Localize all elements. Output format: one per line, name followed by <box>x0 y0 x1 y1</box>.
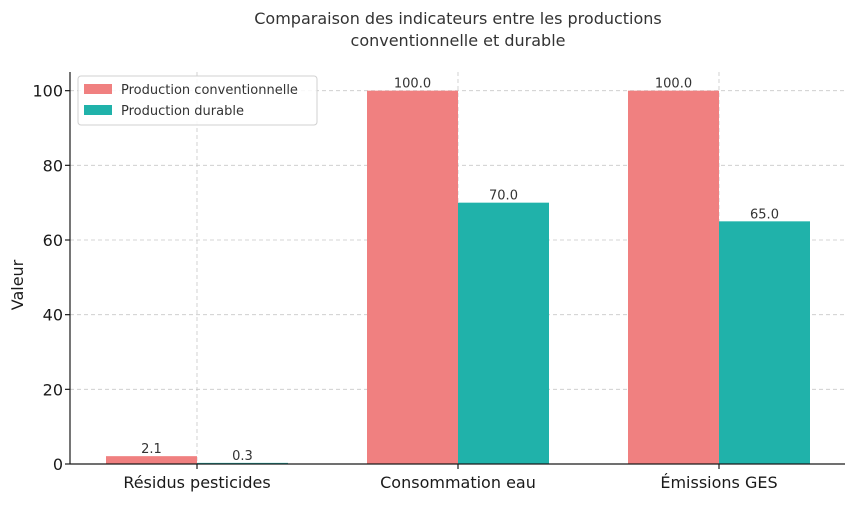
legend[interactable]: Production conventionnelle Production dur… <box>77 75 318 126</box>
y-axis-label: Valeur <box>8 259 27 310</box>
chart-title: Comparaison des indicateurs entre les pr… <box>254 9 662 50</box>
y-tick-label: 40 <box>43 306 63 325</box>
bar-value-label: 100.0 <box>655 77 692 92</box>
bar-conventionnelle <box>628 90 719 465</box>
bar-conventionnelle <box>106 456 197 464</box>
bar-conventionnelle <box>367 90 458 465</box>
legend-item-label: Production conventionnelle <box>121 83 298 98</box>
legend-item-label: Production durable <box>121 104 244 119</box>
legend-swatch <box>84 84 112 94</box>
y-tick-label: 100 <box>32 82 63 101</box>
chart-title-line-1: Comparaison des indicateurs entre les pr… <box>254 9 662 28</box>
bar-durable <box>719 221 810 464</box>
x-tick-label: Consommation eau <box>380 473 536 492</box>
chart-title-line-2: conventionnelle et durable <box>351 31 566 50</box>
axes: 0 20 40 60 80 100 Résidus pesticides Consommati… <box>32 72 845 492</box>
legend-box <box>77 75 318 126</box>
y-tick-label: 80 <box>43 156 63 175</box>
bars <box>106 90 810 465</box>
bar-value-label: 70.0 <box>489 189 518 204</box>
bar-value-label: 65.0 <box>750 207 779 222</box>
y-tick-label: 60 <box>43 231 63 250</box>
bar-value-label: 2.1 <box>141 442 162 457</box>
bar-durable <box>458 202 549 464</box>
bar-value-label: 0.3 <box>232 449 253 464</box>
x-tick-label: Résidus pesticides <box>123 473 270 492</box>
bar-value-label: 100.0 <box>394 77 431 92</box>
x-tick-label: Émissions GES <box>660 473 777 492</box>
y-tick-label: 0 <box>53 455 63 474</box>
legend-swatch <box>84 105 112 115</box>
y-tick-label: 20 <box>43 380 63 399</box>
data-labels: 2.1 100.0 100.0 0.3 70.0 65.0 <box>141 77 779 464</box>
